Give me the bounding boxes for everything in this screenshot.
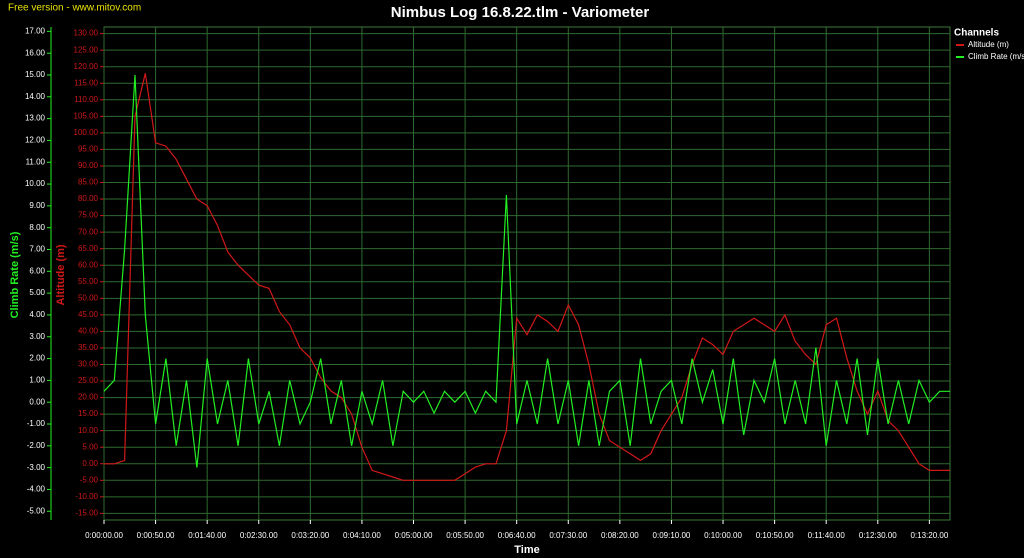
x-tick-label: 0:10:50.00 xyxy=(756,531,794,540)
legend-label: Altitude (m) xyxy=(968,40,1009,49)
y2-tick-label: 80.00 xyxy=(78,194,99,203)
x-tick-label: 0:08:20.00 xyxy=(601,531,639,540)
y2-tick-label: -5.00 xyxy=(80,475,99,484)
y2-tick-label: -10.00 xyxy=(75,492,98,501)
y-tick-label: 7.00 xyxy=(29,245,45,254)
x-tick-label: 0:00:50.00 xyxy=(137,531,175,540)
y2-tick-label: 40.00 xyxy=(78,327,99,336)
plot-area xyxy=(103,26,951,521)
x-tick-label: 0:05:50.00 xyxy=(446,531,484,540)
y-tick-label: 1.00 xyxy=(29,375,45,384)
y2-tick-label: 15.00 xyxy=(78,409,99,418)
y2-tick-label: 5.00 xyxy=(82,442,98,451)
y-tick-label: 11.00 xyxy=(26,157,46,166)
y-tick-label: 2.00 xyxy=(29,354,45,363)
y2-tick-label: 75.00 xyxy=(78,211,99,220)
x-tick-label: 0:10:00.00 xyxy=(704,531,742,540)
x-tick-label: 0:03:20.00 xyxy=(291,531,329,540)
x-tick-label: 0:12:30.00 xyxy=(859,531,897,540)
y-tick-label: 5.00 xyxy=(29,288,45,297)
y2-tick-label: 110.00 xyxy=(74,95,98,104)
y-tick-label: 4.00 xyxy=(29,310,45,319)
y-tick-label: -1.00 xyxy=(27,419,46,428)
y2-tick-label: 25.00 xyxy=(78,376,99,385)
x-tick-label: 0:13:20.00 xyxy=(910,531,948,540)
x-tick-label: 0:04:10.00 xyxy=(343,531,381,540)
x-tick-label: 0:02:30.00 xyxy=(240,531,278,540)
x-tick-label: 0:05:00.00 xyxy=(395,531,433,540)
y2-tick-label: 115.00 xyxy=(74,78,98,87)
x-tick-label: 0:09:10.00 xyxy=(653,531,691,540)
y2-tick-label: 105.00 xyxy=(74,111,99,120)
y-tick-label: -5.00 xyxy=(27,506,46,515)
y-axis-title: Climb Rate (m/s) xyxy=(9,231,21,318)
x-tick-label: 0:00:00.00 xyxy=(85,531,123,540)
y2-tick-label: 60.00 xyxy=(78,260,99,269)
x-tick-label: 0:11:40.00 xyxy=(808,531,846,540)
y-tick-label: 15.00 xyxy=(25,70,46,79)
series-line xyxy=(103,74,950,468)
chart-title: Nimbus Log 16.8.22.tlm - Variometer xyxy=(391,4,650,21)
y2-tick-label: 0.00 xyxy=(82,459,98,468)
y2-tick-label: 130.00 xyxy=(74,29,99,38)
y-tick-label: 8.00 xyxy=(29,223,45,232)
y2-tick-label: 125.00 xyxy=(74,45,99,54)
y2-tick-label: 120.00 xyxy=(74,62,99,71)
y2-tick-label: 90.00 xyxy=(78,161,99,170)
x-tick-label: 0:06:40.00 xyxy=(498,531,536,540)
y2-tick-label: -15.00 xyxy=(75,508,98,517)
y-tick-label: 16.00 xyxy=(25,48,46,57)
plot xyxy=(103,73,950,481)
y2-tick-label: 30.00 xyxy=(78,360,99,369)
y2-tick-label: 35.00 xyxy=(78,343,99,352)
y-tick-label: 6.00 xyxy=(29,266,45,275)
y2-tick-label: 70.00 xyxy=(78,227,99,236)
y2-tick-label: 95.00 xyxy=(78,145,99,154)
y2-tick-label: 10.00 xyxy=(78,426,99,435)
legend-title: Channels xyxy=(954,28,999,39)
y-tick-label: 17.00 xyxy=(25,26,46,35)
x-tick-label: 0:01:40.00 xyxy=(188,531,226,540)
y-tick-label: 0.00 xyxy=(29,397,45,406)
y2-tick-label: 45.00 xyxy=(78,310,99,319)
y-tick-label: 13.00 xyxy=(25,114,46,123)
y2-tick-label: 50.00 xyxy=(78,293,99,302)
y2-tick-label: 65.00 xyxy=(78,244,99,253)
y2-tick-label: 20.00 xyxy=(78,393,99,402)
y2-tick-label: 85.00 xyxy=(78,178,99,187)
grid: -15.00 -10.00 -5.00 0.00 5.00 10.00 15.00 20.00… xyxy=(25,26,951,540)
y-tick-label: 12.00 xyxy=(25,136,46,145)
legend-label: Climb Rate (m/s xyxy=(968,52,1024,61)
y-tick-label: 10.00 xyxy=(25,179,46,188)
y2-axis-title: Altitude (m) xyxy=(55,244,67,305)
watermark: Free version - www.mitov.com xyxy=(8,3,141,14)
x-tick-label: 0:07:30.00 xyxy=(549,531,587,540)
y-tick-label: -4.00 xyxy=(27,485,46,494)
y-tick-label: 14.00 xyxy=(25,92,46,101)
x-axis-title: Time xyxy=(514,544,539,556)
y-tick-label: 3.00 xyxy=(29,332,45,341)
y2-tick-label: 100.00 xyxy=(74,128,99,137)
series-line xyxy=(104,73,950,481)
y-tick-label: -2.00 xyxy=(27,441,46,450)
y2-tick-label: 55.00 xyxy=(78,277,99,286)
y-tick-label: 9.00 xyxy=(29,201,45,210)
y-tick-label: -3.00 xyxy=(27,463,46,472)
